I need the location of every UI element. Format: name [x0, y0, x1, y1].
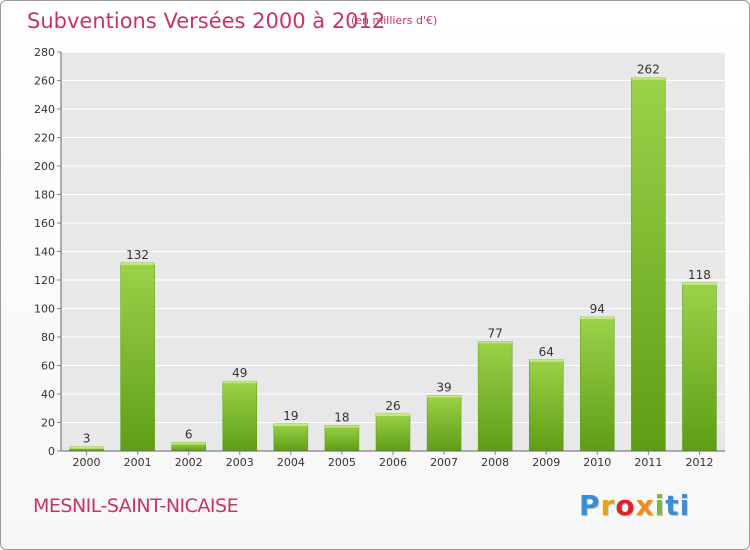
- value-labels: 3 132 6 49 19 18 26 39 77 64 94 262 118: [83, 63, 711, 446]
- y-tick-label: 180: [34, 189, 55, 202]
- y-tick-label: 60: [41, 360, 55, 373]
- logo-letter: i: [679, 489, 691, 522]
- x-tick-label: 2006: [379, 456, 407, 469]
- chart-title: Subventions Versées 2000 à 2012: [27, 9, 386, 33]
- bar-2004: [273, 423, 309, 452]
- bar-2006: [375, 413, 411, 452]
- bar-highlight: [529, 359, 564, 362]
- x-tick-label: 2000: [73, 456, 101, 469]
- value-label: 3: [83, 432, 91, 446]
- value-label: 49: [232, 366, 247, 380]
- x-tick-label: 2003: [226, 456, 254, 469]
- y-tick-label: 40: [41, 388, 55, 401]
- x-tick-label: 2010: [583, 456, 611, 469]
- value-label: 39: [436, 380, 451, 394]
- bar-highlight: [478, 341, 513, 344]
- x-tick-label: 2002: [175, 456, 203, 469]
- value-label: 26: [385, 399, 400, 413]
- logo-letter: o: [615, 489, 636, 522]
- bar-highlight: [222, 381, 257, 384]
- x-tick-label: 2005: [328, 456, 356, 469]
- y-tick-label: 200: [34, 160, 55, 173]
- value-label: 18: [334, 410, 349, 424]
- logo-letter: t: [665, 489, 680, 522]
- bar-2007: [426, 395, 462, 452]
- y-tick-label: 160: [34, 217, 55, 230]
- bar-highlight: [631, 77, 666, 80]
- y-axis: 0 20 40 60 80 100 120 140 160 180 200 220 240 260 280: [34, 46, 725, 458]
- x-tick-label: 2004: [277, 456, 305, 469]
- commune-name: MESNIL-SAINT-NICAISE: [33, 495, 239, 517]
- bar-highlight: [682, 282, 717, 285]
- value-label: 118: [688, 268, 711, 282]
- bar-highlight: [324, 425, 359, 428]
- value-label: 94: [590, 302, 605, 316]
- x-tick-label: 2001: [124, 456, 152, 469]
- bar-highlight: [69, 446, 104, 449]
- y-tick-label: 240: [34, 103, 55, 116]
- bar-2005: [324, 425, 360, 452]
- bar-highlight: [273, 423, 308, 426]
- y-tick-label: 120: [34, 274, 55, 287]
- bar-highlight: [580, 317, 615, 320]
- logo-letter: P: [579, 489, 601, 522]
- y-tick-label: 260: [34, 75, 55, 88]
- bars: [69, 77, 717, 452]
- proxiti-logo: Proxiti: [579, 489, 690, 522]
- x-tick-label: 2011: [634, 456, 662, 469]
- bar-2012: [682, 282, 717, 452]
- logo-letter: x: [635, 489, 655, 522]
- y-tick-label: 140: [34, 246, 55, 259]
- logo-letter: i: [654, 489, 666, 522]
- value-label: 64: [539, 345, 554, 359]
- x-tick-label: 2007: [430, 456, 458, 469]
- y-tick-label: 220: [34, 132, 55, 145]
- bar-highlight: [427, 395, 462, 398]
- value-label: 19: [283, 409, 298, 423]
- x-tick-label: 2009: [532, 456, 560, 469]
- bar-2011: [631, 77, 666, 452]
- y-tick-label: 100: [34, 303, 55, 316]
- value-label: 6: [185, 427, 193, 441]
- bar-highlight: [171, 442, 206, 445]
- bar-2003: [222, 380, 258, 452]
- y-tick-label: 20: [41, 417, 55, 430]
- bar-highlight: [376, 413, 410, 416]
- y-tick-label: 280: [34, 46, 55, 59]
- x-axis: 2000 2001 2002 2003 2004 2005 2006 2007 2008 2009…: [73, 451, 713, 469]
- x-tick-label: 2008: [481, 456, 509, 469]
- bar-highlight: [120, 262, 155, 265]
- x-tick-label: 2012: [685, 456, 713, 469]
- value-label: 132: [126, 248, 149, 262]
- value-label: 262: [637, 63, 660, 77]
- chart-unit: (en milliers d'€): [351, 14, 438, 27]
- bar-2009: [528, 359, 564, 452]
- logo-letter: r: [600, 489, 616, 522]
- bar-2008: [477, 341, 513, 452]
- y-tick-label: 0: [48, 445, 55, 458]
- bar-2010: [580, 316, 615, 452]
- value-label: 77: [488, 326, 503, 340]
- bar-2001: [120, 262, 155, 452]
- y-tick-label: 80: [41, 331, 55, 344]
